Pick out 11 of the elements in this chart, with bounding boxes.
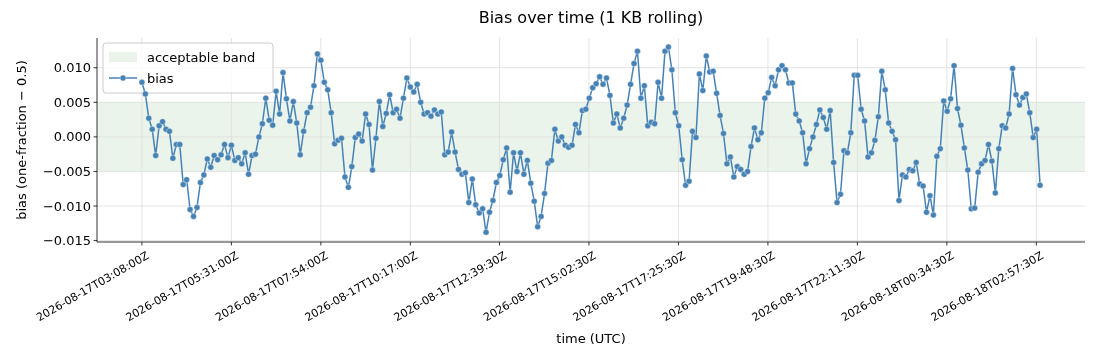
legend-label: acceptable band [147,49,256,65]
y-tick-label: −0.005 [42,164,91,180]
y-tick-label: −0.010 [42,198,91,214]
y-tick-label: −0.015 [42,233,91,249]
y-tick-label: 0.005 [53,94,91,110]
chart-title: Bias over time (1 KB rolling) [478,8,704,27]
legend-label: bias [147,70,174,86]
y-tick-label: 0.010 [53,60,91,76]
y-tick-label: 0.000 [53,129,91,145]
x-axis-title: time (UTC) [556,331,626,346]
y-axis-title: bias (one-fraction − 0.5) [14,60,29,220]
